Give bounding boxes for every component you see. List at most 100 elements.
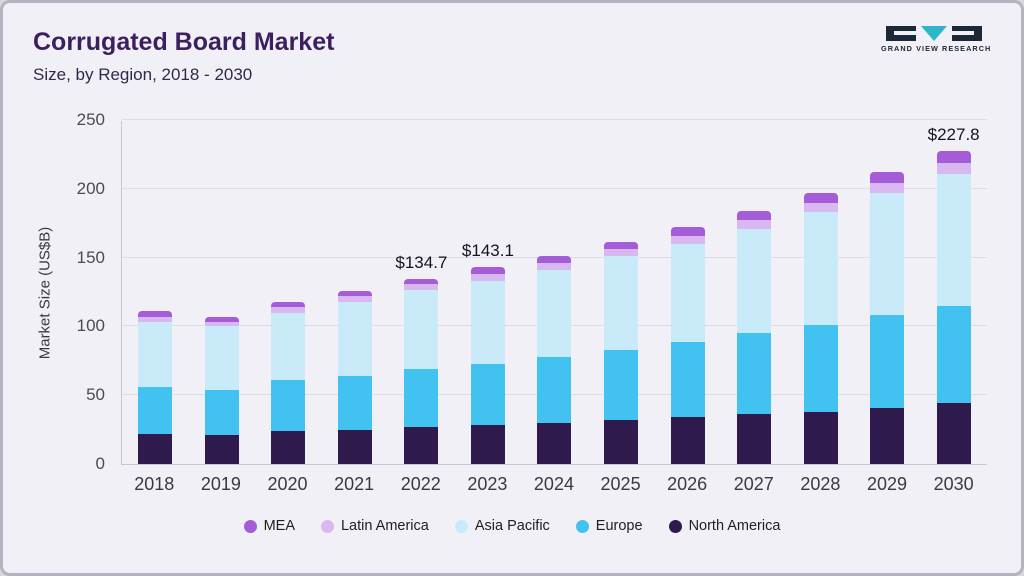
segment-mea[interactable] bbox=[204, 316, 239, 322]
bar-2028[interactable] bbox=[788, 192, 854, 464]
segment-latin-america[interactable] bbox=[138, 316, 173, 323]
segment-latin-america[interactable] bbox=[803, 202, 838, 213]
segment-asia-pacific[interactable] bbox=[470, 280, 505, 364]
segment-asia-pacific[interactable] bbox=[603, 256, 638, 350]
segment-latin-america[interactable] bbox=[271, 307, 306, 313]
bar-stack[interactable] bbox=[936, 150, 971, 464]
bar-2030[interactable]: $227.8 bbox=[921, 125, 987, 464]
segment-mea[interactable] bbox=[537, 256, 572, 264]
segment-north-america[interactable] bbox=[337, 429, 372, 464]
segment-asia-pacific[interactable] bbox=[537, 270, 572, 357]
segment-europe[interactable] bbox=[204, 389, 239, 436]
bar-2021[interactable] bbox=[322, 290, 388, 464]
segment-north-america[interactable] bbox=[803, 411, 838, 464]
segment-europe[interactable] bbox=[670, 341, 705, 418]
segment-asia-pacific[interactable] bbox=[138, 322, 173, 387]
segment-north-america[interactable] bbox=[404, 426, 439, 464]
segment-mea[interactable] bbox=[337, 290, 372, 297]
segment-europe[interactable] bbox=[803, 325, 838, 412]
segment-mea[interactable] bbox=[670, 227, 705, 236]
segment-asia-pacific[interactable] bbox=[803, 212, 838, 326]
bar-stack[interactable] bbox=[670, 227, 705, 464]
bar-2019[interactable] bbox=[189, 316, 255, 464]
bar-stack[interactable] bbox=[603, 242, 638, 464]
segment-latin-america[interactable] bbox=[936, 162, 971, 174]
bar-stack[interactable] bbox=[271, 301, 306, 464]
segment-mea[interactable] bbox=[138, 311, 173, 317]
segment-europe[interactable] bbox=[337, 375, 372, 430]
bar-2027[interactable] bbox=[721, 210, 787, 464]
legend-item-mea[interactable]: MEA bbox=[243, 518, 295, 534]
segment-north-america[interactable] bbox=[271, 430, 306, 464]
segment-europe[interactable] bbox=[936, 305, 971, 404]
segment-mea[interactable] bbox=[603, 242, 638, 250]
bar-2020[interactable] bbox=[255, 301, 321, 464]
segment-europe[interactable] bbox=[271, 380, 306, 431]
segment-asia-pacific[interactable] bbox=[271, 312, 306, 381]
segment-latin-america[interactable] bbox=[470, 274, 505, 281]
segment-europe[interactable] bbox=[138, 386, 173, 434]
bar-stack[interactable] bbox=[138, 311, 173, 464]
bar-2029[interactable] bbox=[854, 172, 920, 464]
segment-asia-pacific[interactable] bbox=[204, 326, 239, 390]
bar-2018[interactable] bbox=[122, 311, 188, 464]
segment-latin-america[interactable] bbox=[670, 235, 705, 244]
bar-2023[interactable]: $143.1 bbox=[455, 241, 521, 464]
segment-asia-pacific[interactable] bbox=[737, 228, 772, 334]
segment-latin-america[interactable] bbox=[537, 263, 572, 270]
segment-asia-pacific[interactable] bbox=[670, 243, 705, 342]
bar-stack[interactable] bbox=[537, 256, 572, 464]
segment-north-america[interactable] bbox=[603, 419, 638, 464]
segment-europe[interactable] bbox=[404, 369, 439, 427]
segment-europe[interactable] bbox=[537, 356, 572, 423]
segment-mea[interactable] bbox=[404, 278, 439, 285]
segment-mea[interactable] bbox=[737, 210, 772, 220]
bar-stack[interactable] bbox=[870, 172, 905, 464]
segment-asia-pacific[interactable] bbox=[404, 289, 439, 370]
segment-latin-america[interactable] bbox=[870, 182, 905, 193]
bar-stack[interactable] bbox=[204, 316, 239, 464]
segment-latin-america[interactable] bbox=[603, 249, 638, 257]
legend-item-europe[interactable]: Europe bbox=[575, 518, 643, 534]
chart-legend: MEA Latin America Asia Pacific Europe North … bbox=[3, 518, 1021, 534]
segment-north-america[interactable] bbox=[936, 403, 971, 464]
segment-europe[interactable] bbox=[470, 363, 505, 426]
segment-asia-pacific[interactable] bbox=[870, 192, 905, 316]
segment-latin-america[interactable] bbox=[737, 219, 772, 229]
segment-asia-pacific[interactable] bbox=[337, 301, 372, 376]
segment-asia-pacific[interactable] bbox=[936, 173, 971, 306]
segment-north-america[interactable] bbox=[138, 433, 173, 464]
bar-2022[interactable]: $134.7 bbox=[388, 253, 454, 464]
bar-stack[interactable] bbox=[803, 192, 838, 464]
segment-latin-america[interactable] bbox=[404, 284, 439, 290]
segment-north-america[interactable] bbox=[870, 407, 905, 464]
bar-stack[interactable] bbox=[337, 290, 372, 464]
segment-north-america[interactable] bbox=[470, 425, 505, 464]
legend-item-north-america[interactable]: North America bbox=[668, 518, 780, 534]
segment-europe[interactable] bbox=[737, 333, 772, 415]
segment-latin-america[interactable] bbox=[204, 321, 239, 327]
segment-mea[interactable] bbox=[470, 267, 505, 275]
segment-europe[interactable] bbox=[603, 349, 638, 420]
segment-mea[interactable] bbox=[271, 301, 306, 308]
bar-2024[interactable] bbox=[521, 256, 587, 464]
segment-latin-america[interactable] bbox=[337, 296, 372, 302]
bar-stack[interactable] bbox=[737, 210, 772, 464]
x-tick-label: 2024 bbox=[533, 474, 574, 494]
segment-north-america[interactable] bbox=[537, 422, 572, 464]
y-tick-label: 100 bbox=[76, 316, 105, 336]
legend-item-latin-america[interactable]: Latin America bbox=[320, 518, 429, 534]
bar-stack[interactable] bbox=[404, 278, 439, 464]
bar-2026[interactable] bbox=[655, 227, 721, 464]
segment-mea[interactable] bbox=[936, 150, 971, 163]
bar-stack[interactable] bbox=[470, 267, 505, 464]
segment-north-america[interactable] bbox=[670, 417, 705, 464]
segment-north-america[interactable] bbox=[204, 435, 239, 464]
segment-mea[interactable] bbox=[870, 172, 905, 183]
segment-north-america[interactable] bbox=[737, 414, 772, 464]
bar-2025[interactable] bbox=[588, 242, 654, 464]
segment-europe[interactable] bbox=[870, 315, 905, 408]
grand-view-research-logo: GRAND VIEW RESEARCH bbox=[881, 25, 990, 53]
segment-mea[interactable] bbox=[803, 192, 838, 203]
legend-item-asia-pacific[interactable]: Asia Pacific bbox=[454, 518, 550, 534]
